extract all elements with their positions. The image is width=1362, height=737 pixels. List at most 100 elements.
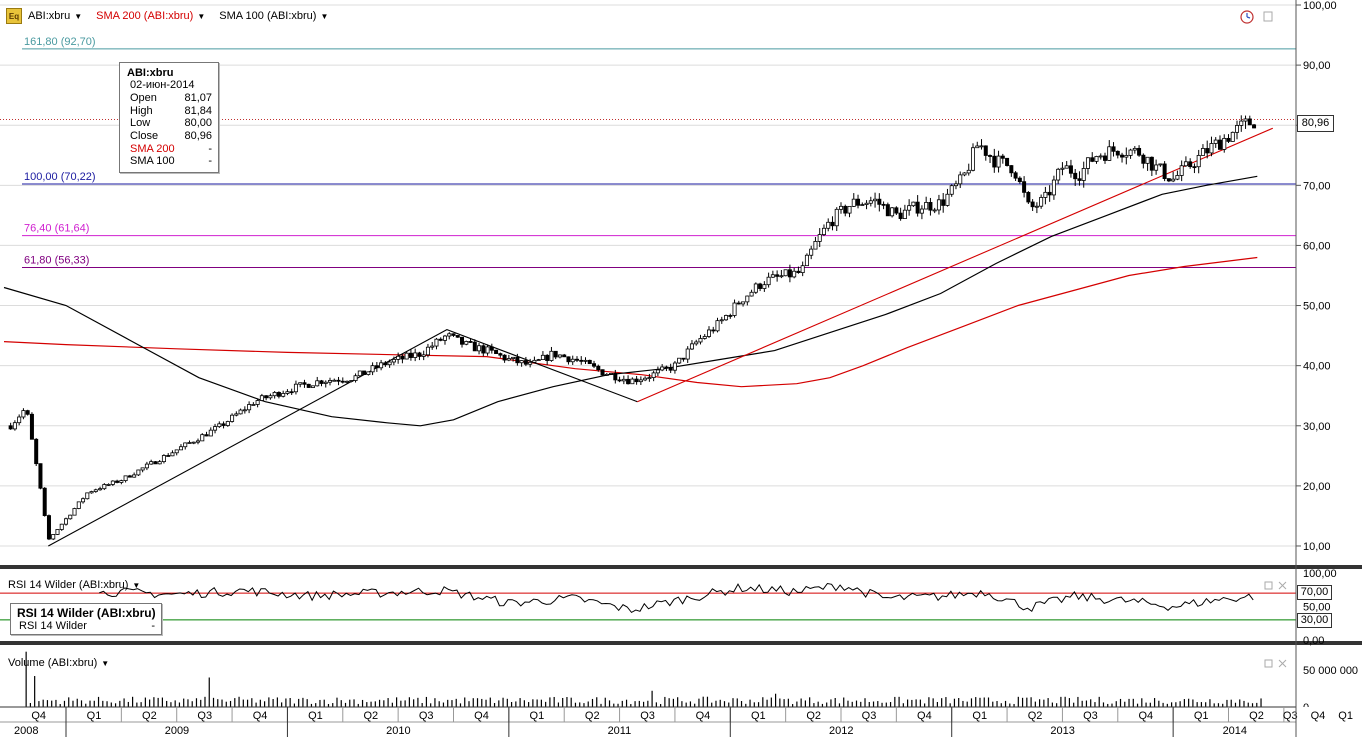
candle-body xyxy=(38,463,43,489)
maximize-icon[interactable] xyxy=(1263,11,1273,22)
maximize-icon[interactable] xyxy=(1264,581,1273,590)
quarter-label: Q2 xyxy=(585,710,600,722)
candle-body xyxy=(540,354,545,361)
candle-body xyxy=(340,380,345,383)
candle-body xyxy=(157,461,162,465)
candle-body xyxy=(1226,137,1231,142)
close-icon[interactable] xyxy=(1278,581,1287,590)
candle-body xyxy=(519,360,524,364)
candle-body xyxy=(29,413,34,440)
candle-body xyxy=(1205,148,1210,154)
candle-body xyxy=(1171,178,1176,182)
candle-body xyxy=(489,346,494,351)
candle-body xyxy=(574,358,579,361)
close-icon[interactable] xyxy=(1278,659,1287,668)
candle-body xyxy=(775,274,780,277)
candle-body xyxy=(362,370,367,375)
sma200-series xyxy=(3,256,1258,388)
candle-body xyxy=(1183,161,1188,167)
candle-body xyxy=(1107,146,1112,161)
candle-body xyxy=(621,378,626,382)
candle-body xyxy=(34,438,39,465)
candle-body xyxy=(174,449,179,454)
candle-body xyxy=(289,391,294,394)
candle-body xyxy=(72,508,77,516)
rsi-info-box: RSI 14 Wilder (ABI:xbru) RSI 14 Wilder - xyxy=(10,603,162,635)
candle-body xyxy=(396,355,401,360)
info-row-value: 81,07 xyxy=(184,92,212,104)
candle-body xyxy=(302,382,307,385)
price-tick-label: 30,00 xyxy=(1303,421,1331,433)
chevron-down-icon[interactable]: ▼ xyxy=(74,11,83,21)
candle-body xyxy=(430,345,435,348)
candle-body xyxy=(400,355,405,360)
candle-body xyxy=(1158,163,1163,166)
equity-icon[interactable]: Eq xyxy=(6,8,22,24)
sma100-selector[interactable]: SMA 100 (ABI:xbru) ▼ xyxy=(219,10,328,22)
price-tick-label: 100,00 xyxy=(1303,0,1337,12)
candle-body xyxy=(719,319,724,322)
rsi-70-badge: 70,00 xyxy=(1297,585,1332,600)
quarter-label: Q2 xyxy=(363,710,378,722)
volume-selector[interactable]: Volume (ABI:xbru) ▼ xyxy=(8,657,109,669)
candle-body xyxy=(166,455,171,457)
candle-body xyxy=(515,356,520,364)
candle-body xyxy=(1120,154,1125,158)
info-row-label: Low xyxy=(130,117,151,130)
candle-body xyxy=(936,199,941,211)
candle-body xyxy=(949,185,954,195)
candle-body xyxy=(830,221,835,227)
candle-body xyxy=(136,469,141,476)
candle-body xyxy=(902,209,907,219)
candle-body xyxy=(161,455,166,463)
sma200-selector[interactable]: SMA 200 (ABI:xbru) ▼ xyxy=(96,10,205,22)
fib-level-label: 161,80 (92,70) xyxy=(24,36,96,48)
rsi-selector[interactable]: RSI 14 Wilder (ABI:xbru) ▼ xyxy=(8,579,140,591)
volume-panel-controls[interactable] xyxy=(1264,659,1287,668)
candle-body xyxy=(268,395,273,399)
panel-separator[interactable] xyxy=(0,565,1362,569)
candle-body xyxy=(1085,157,1090,169)
quarter-label: Q3 xyxy=(862,710,877,722)
candle-body xyxy=(919,208,924,214)
candle-body xyxy=(1235,125,1240,133)
candle-body xyxy=(962,172,967,176)
maximize-icon[interactable] xyxy=(1264,659,1273,668)
clock-icon[interactable] xyxy=(1240,10,1254,24)
candle-body xyxy=(110,480,115,485)
year-label: 2014 xyxy=(1223,725,1247,737)
quarter-label: Q1 xyxy=(87,710,102,722)
candle-body xyxy=(651,372,656,378)
candle-body xyxy=(1222,137,1227,150)
chevron-down-icon[interactable]: ▼ xyxy=(197,11,206,21)
symbol-selector[interactable]: ABI:xbru ▼ xyxy=(28,10,82,22)
candle-body xyxy=(562,354,567,358)
candle-body xyxy=(728,315,733,317)
rsi-panel-controls[interactable] xyxy=(1264,581,1287,590)
candle-body xyxy=(127,475,132,478)
candle-body xyxy=(664,366,669,369)
candle-body xyxy=(123,475,128,482)
chevron-down-icon[interactable]: ▼ xyxy=(320,11,329,21)
candle-body xyxy=(89,491,94,494)
panel-separator[interactable] xyxy=(0,641,1362,645)
candle-body xyxy=(839,205,844,210)
candle-body xyxy=(766,276,771,286)
quarter-label: Q3 xyxy=(197,710,212,722)
candle-body xyxy=(992,155,997,168)
chevron-down-icon[interactable]: ▼ xyxy=(132,580,141,590)
candle-body xyxy=(272,392,277,397)
sma100-line xyxy=(3,175,1258,427)
chevron-down-icon[interactable]: ▼ xyxy=(101,658,110,668)
candle-body xyxy=(566,356,571,363)
trendlines xyxy=(48,127,1274,547)
candle-body xyxy=(1247,118,1252,126)
candle-body xyxy=(1124,155,1129,158)
candle-body xyxy=(460,336,465,345)
candle-body xyxy=(357,370,362,377)
candle-body xyxy=(434,338,439,347)
candle-body xyxy=(1137,147,1142,156)
candle-body xyxy=(945,193,950,206)
candle-body xyxy=(907,205,912,211)
candle-body xyxy=(702,336,707,339)
